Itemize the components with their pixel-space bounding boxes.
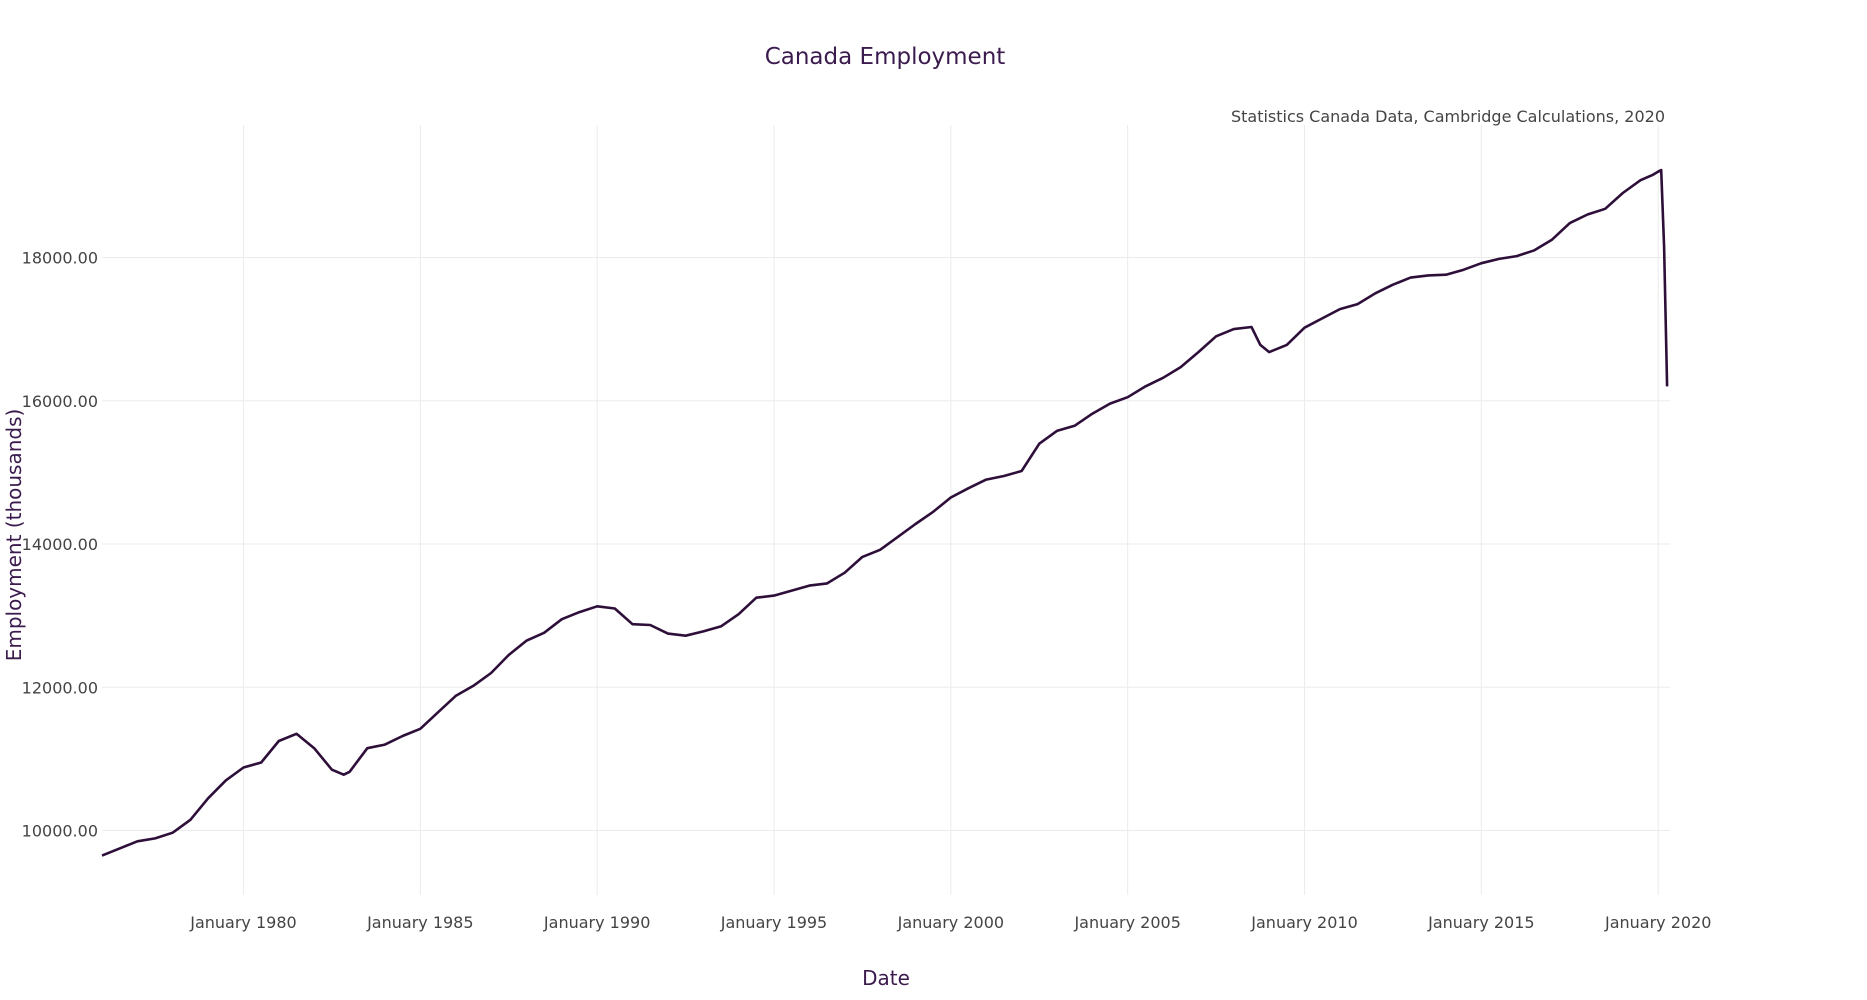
x-axis-title: Date <box>862 966 910 990</box>
x-gridlines <box>242 125 1659 895</box>
x-tick-label: January 1990 <box>543 913 650 932</box>
x-tick-label: January 2010 <box>1250 913 1357 932</box>
y-gridlines <box>102 257 1670 832</box>
y-tick-label: 12000.00 <box>22 678 98 697</box>
x-tick-label: January 2000 <box>897 913 1004 932</box>
x-tick-label: January 1980 <box>189 913 296 932</box>
y-tick-label: 18000.00 <box>22 249 98 268</box>
y-tick-labels: 10000.00 12000.00 14000.00 16000.00 18000.00 <box>22 249 98 841</box>
y-tick-label: 16000.00 <box>22 392 98 411</box>
chart-subtitle: Statistics Canada Data, Cambridge Calcul… <box>1231 107 1665 126</box>
chart-title: Canada Employment <box>765 44 1006 70</box>
series-line-employment <box>101 168 1669 857</box>
x-tick-label: January 2005 <box>1073 913 1180 932</box>
x-tick-label: January 2020 <box>1604 913 1711 932</box>
x-tick-labels: January 1980 January 1985 January 1990 Janu… <box>189 913 1711 932</box>
x-tick-label: January 1985 <box>366 913 473 932</box>
y-tick-label: 10000.00 <box>22 822 98 841</box>
x-tick-label: January 1995 <box>720 913 827 932</box>
y-tick-label: 14000.00 <box>22 535 98 554</box>
y-axis-title: Employment (thousands) <box>2 409 26 662</box>
x-tick-label: January 2015 <box>1427 913 1534 932</box>
